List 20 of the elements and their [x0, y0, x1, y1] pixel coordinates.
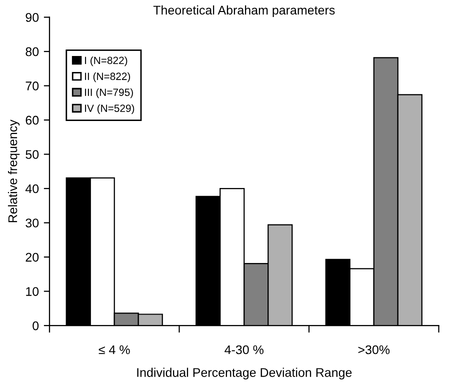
y-tick-label: 40	[25, 184, 39, 194]
x-axis-title: Individual Percentage Deviation Range	[137, 368, 352, 380]
y-tick-label: 90	[26, 13, 39, 22]
x-tick-label: ≤ 4 %	[98, 345, 130, 354]
y-tick-label: 0	[32, 321, 39, 330]
legend-label: IV (N=529)	[85, 104, 134, 114]
y-tick-label: 70	[26, 82, 39, 90]
legend-label: III (N=795)	[85, 88, 133, 98]
legend-label: II (N=822)	[85, 72, 130, 82]
legend-label: I (N=822)	[85, 56, 128, 66]
y-tick-label: 50	[26, 150, 39, 159]
chart-title: Theoretical Abraham parameters	[153, 5, 335, 18]
y-tick-label: 30	[26, 218, 39, 228]
y-tick-label: 80	[26, 47, 39, 56]
y-tick-label: 10	[26, 287, 39, 296]
y-axis-title: Relative frequency	[8, 120, 20, 222]
y-tick-label: 60	[26, 116, 39, 125]
y-tick-label: 20	[26, 252, 39, 262]
x-tick-label: >30%	[358, 345, 390, 354]
x-tick-label: 4-30 %	[224, 345, 264, 354]
